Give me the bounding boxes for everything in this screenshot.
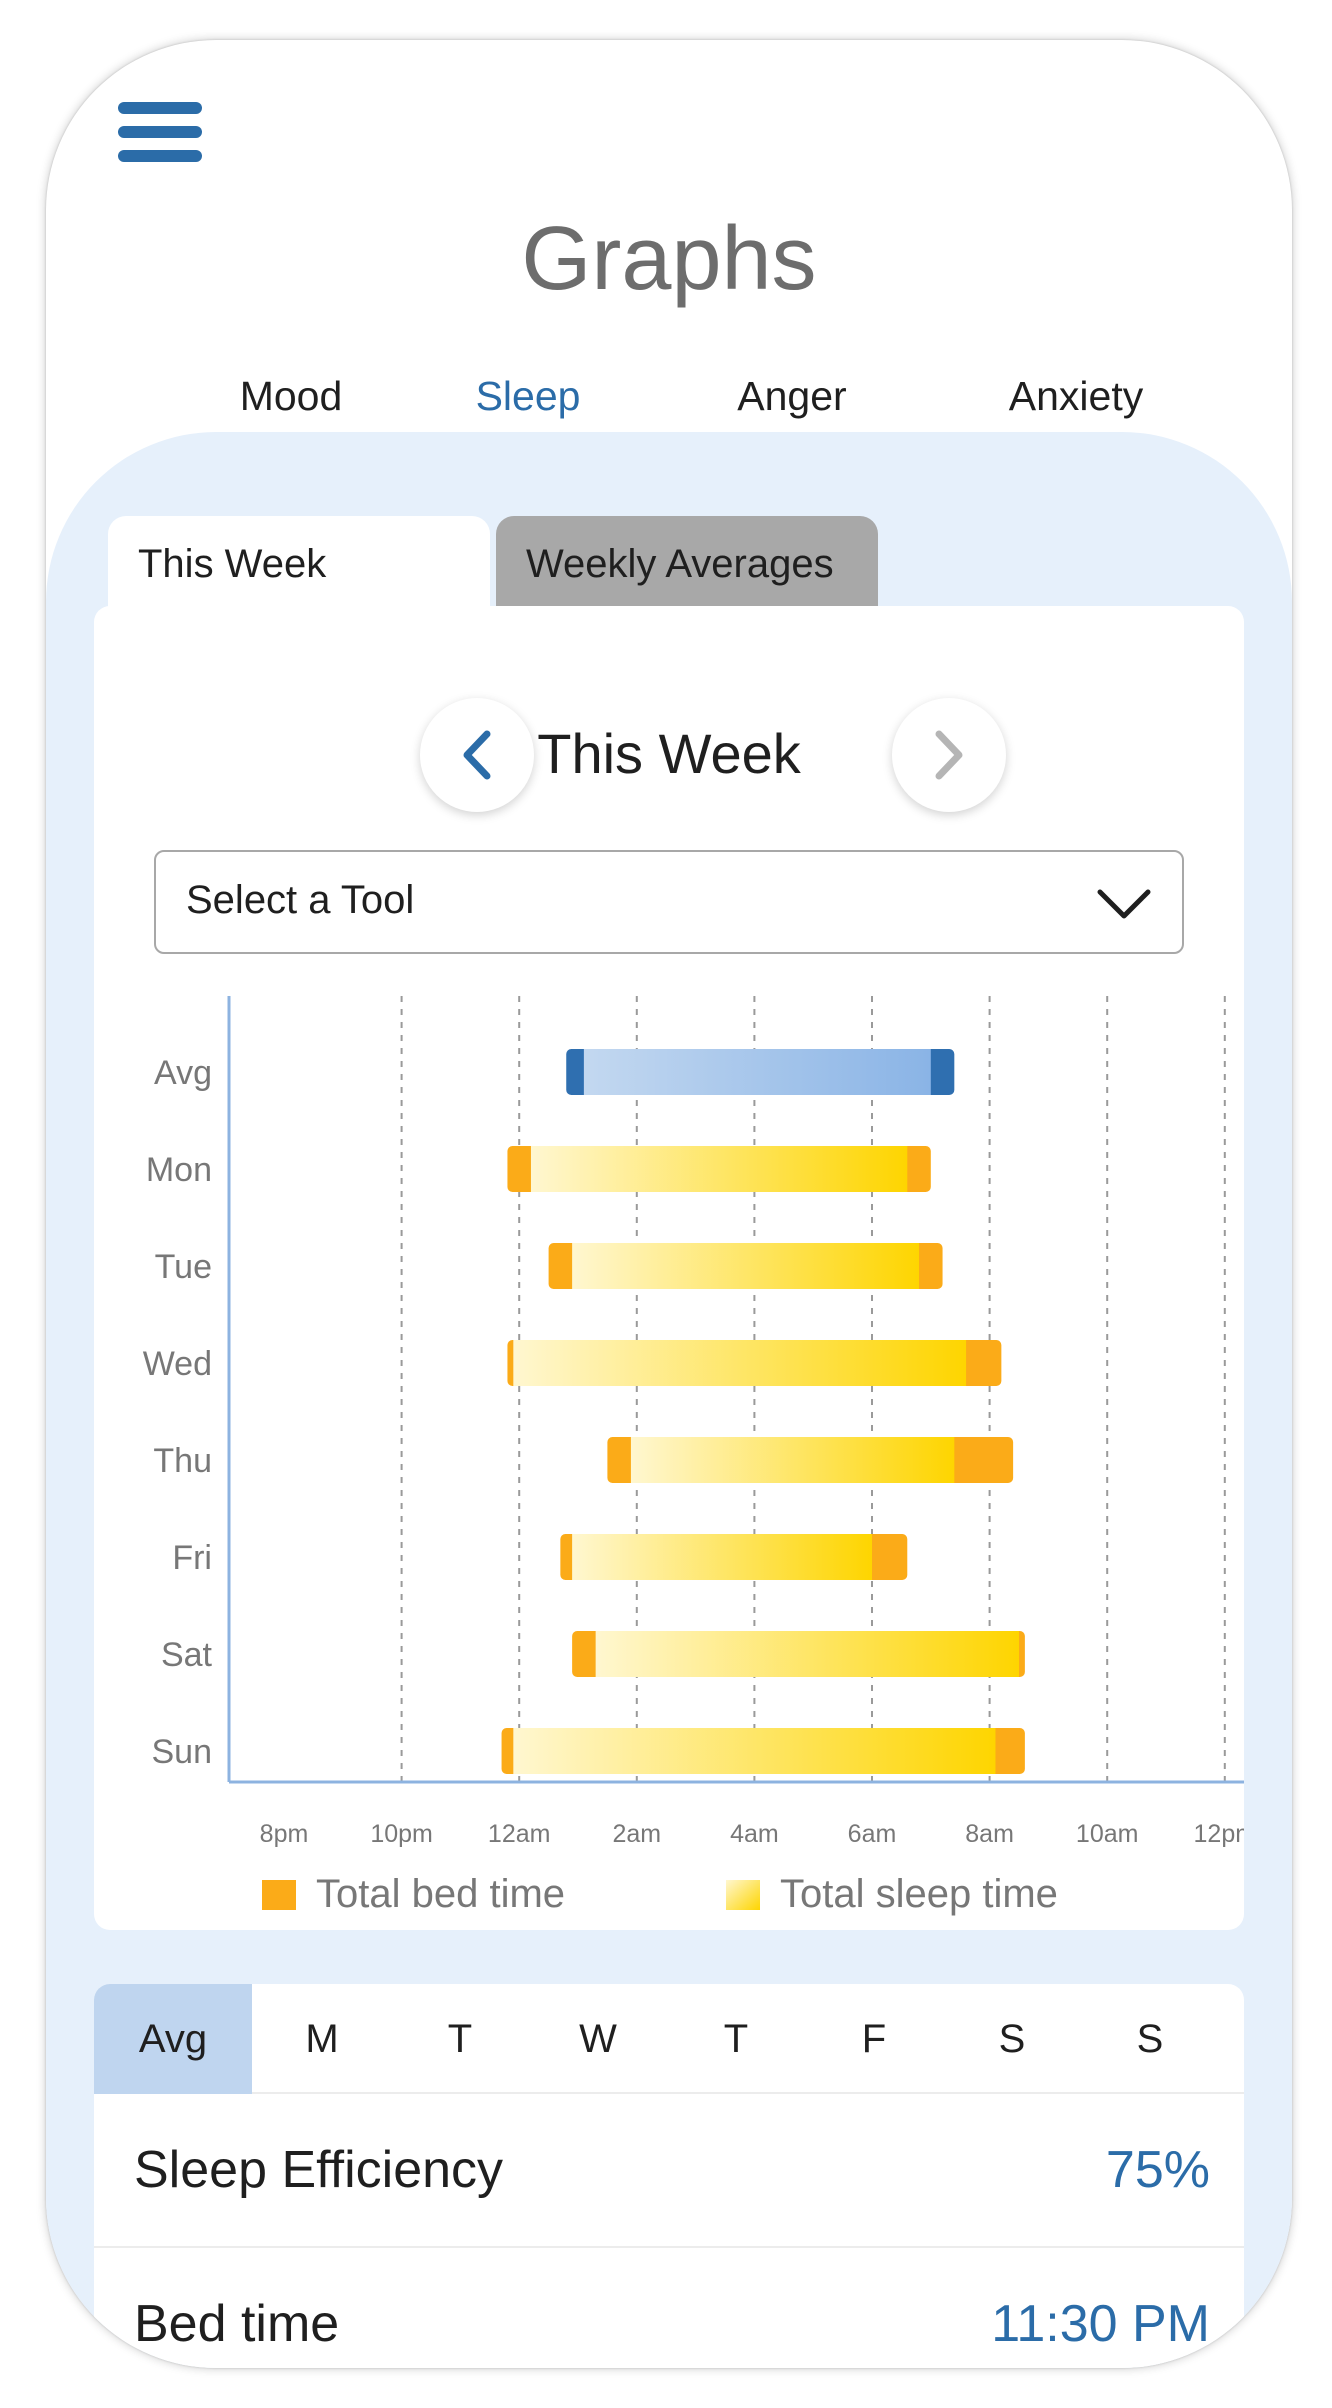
next-week-button[interactable]	[892, 698, 1006, 812]
day-selector: Avg M T W T F S S	[94, 1984, 1244, 2094]
sleep-time-bar	[572, 1534, 872, 1580]
sleep-chart: 8pm 10pm 12am 2am 4am 6am 8am 10am 12pm Avg Mon Tue…	[143, 996, 1244, 1848]
phone-frame: Graphs Mood Sleep Anger Anxiety This Wee…	[46, 40, 1292, 2368]
x-tick-label: 4am	[730, 1820, 779, 1848]
sleep-time-bar	[583, 1049, 931, 1095]
chevron-left-icon	[463, 730, 491, 780]
hamburger-menu-icon[interactable]	[118, 100, 202, 166]
x-tick-label: 12pm	[1194, 1820, 1244, 1848]
tab-anxiety[interactable]: Anxiety	[1008, 373, 1144, 419]
weekly-stats-card: Avg M T W T F S S Sleep Efficiency 75% B…	[94, 1984, 1244, 2368]
tab-mood[interactable]: Mood	[239, 373, 343, 419]
y-tick-label: Avg	[154, 1054, 212, 1092]
stat-label: Bed time	[134, 2295, 340, 2353]
day-tab-mon[interactable]: M	[305, 2017, 339, 2061]
sleep-time-bar	[513, 1340, 967, 1386]
sleep-chart-card: This Week Select a Tool	[94, 606, 1244, 1930]
stat-row-sleep-efficiency: Sleep Efficiency 75%	[94, 2094, 1244, 2248]
legend-label-sleep-time: Total sleep time	[780, 1872, 1058, 1916]
day-tab-tue[interactable]: T	[447, 2017, 473, 2061]
x-tick-label: 12am	[488, 1820, 551, 1848]
day-tab-fri[interactable]: F	[861, 2017, 887, 2061]
sleep-time-bar	[530, 1146, 908, 1192]
day-tab-thu[interactable]: T	[723, 2017, 749, 2061]
stat-value: 11:30 PM	[991, 2295, 1210, 2353]
y-tick-label: Fri	[172, 1539, 212, 1577]
tool-select[interactable]: Select a Tool	[154, 850, 1184, 954]
sleep-time-bar	[595, 1631, 1019, 1677]
tab-anger[interactable]: Anger	[737, 373, 847, 419]
prev-week-button[interactable]	[420, 698, 534, 812]
day-tab-sat[interactable]: S	[998, 2017, 1026, 2061]
stat-label: Sleep Efficiency	[134, 2141, 504, 2199]
chevron-down-icon	[1097, 889, 1151, 919]
y-tick-label: Tue	[155, 1248, 212, 1286]
day-tab-wed[interactable]: W	[579, 2017, 617, 2061]
x-tick-label: 10pm	[370, 1820, 433, 1848]
week-label: This Week	[537, 722, 801, 785]
y-tick-label: Sun	[152, 1733, 213, 1771]
legend-swatch-sleep-time	[726, 1880, 760, 1910]
chevron-right-icon	[935, 730, 963, 780]
stat-value: 75%	[1105, 2141, 1210, 2199]
x-tick-label: 10am	[1076, 1820, 1139, 1848]
x-tick-label: 6am	[848, 1820, 897, 1848]
sleep-time-bar	[513, 1728, 996, 1774]
y-tick-label: Wed	[143, 1345, 212, 1383]
day-tab-avg[interactable]: Avg	[94, 1984, 252, 2094]
x-tick-label: 8pm	[260, 1820, 309, 1848]
x-tick-label: 2am	[612, 1820, 661, 1848]
day-tab-sun[interactable]: S	[1136, 2017, 1164, 2061]
legend-label-bed-time: Total bed time	[316, 1872, 566, 1916]
stat-row-bed-time: Bed time 11:30 PM	[94, 2248, 1244, 2368]
page-title: Graphs	[521, 209, 817, 309]
x-tick-label: 8am	[965, 1820, 1014, 1848]
y-tick-label: Sat	[161, 1636, 213, 1674]
legend-swatch-bed-time	[262, 1880, 296, 1910]
y-tick-label: Mon	[146, 1151, 212, 1189]
y-tick-label: Thu	[153, 1442, 212, 1480]
sleep-time-bar	[572, 1243, 920, 1289]
tool-select-value: Select a Tool	[186, 878, 415, 922]
sleep-time-bar	[630, 1437, 955, 1483]
